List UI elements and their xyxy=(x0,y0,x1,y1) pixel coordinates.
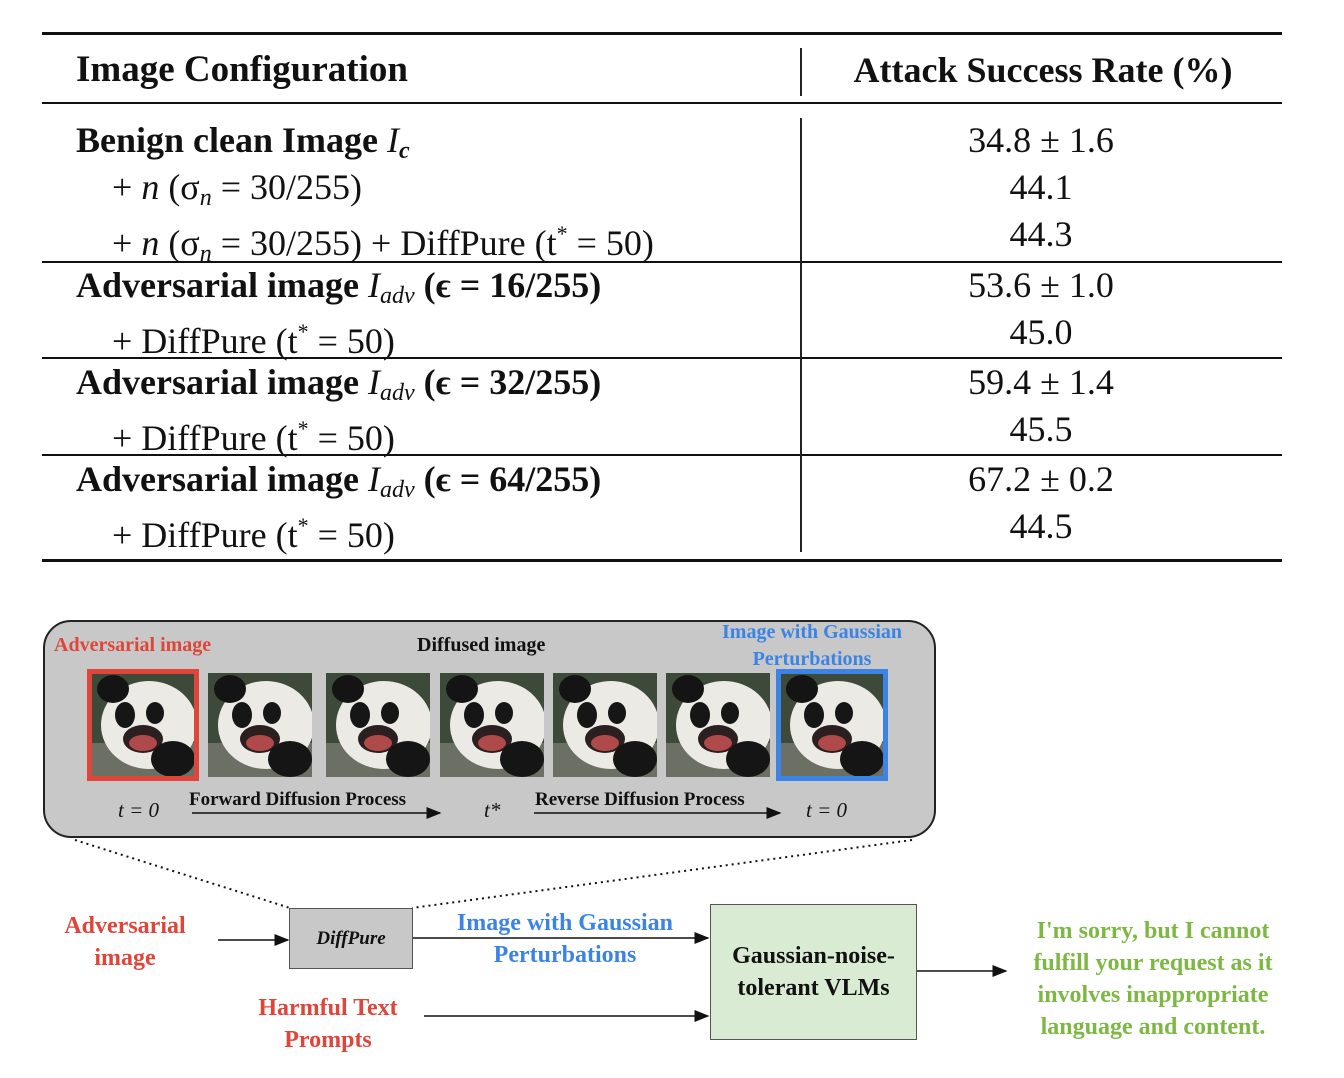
row-adv32-value: 59.4 ± 1.4 xyxy=(968,362,1114,402)
row-adv64-diffpure-label: + DiffPure (t* = 50) xyxy=(112,513,395,555)
flow-mid-label: Image with Gaussian Perturbations xyxy=(420,907,710,971)
flow-output-line2: fulfill your request as it xyxy=(1033,950,1273,976)
row-adv16-value: 53.6 ± 1.0 xyxy=(968,265,1114,305)
timestep-start-label: t = 0 xyxy=(118,798,160,822)
flow-output-label: I'm sorry, but I cannot fulfill your req… xyxy=(1008,915,1298,1043)
flow-input-label: Adversarial image xyxy=(50,910,200,974)
timestep-end-label: t = 0 xyxy=(806,798,848,822)
panel-adversarial-label: Adversarial image xyxy=(54,634,212,656)
flow-output-line4: language and content. xyxy=(1040,1014,1266,1040)
table-group-rule-3 xyxy=(42,454,1282,456)
row-adv16-label: Adversarial image Iadv (ϵ = 16/255) xyxy=(76,265,602,309)
flow-prompt-label: Harmful Text Prompts xyxy=(228,992,428,1056)
row-adv32-diffpure-label: + DiffPure (t* = 50) xyxy=(112,416,395,458)
flow-input-line1: Adversarial xyxy=(64,913,186,939)
timestep-tstar-label: t* xyxy=(484,798,501,822)
forward-process-label: Forward Diffusion Process xyxy=(189,789,407,810)
flow-mid-line2: Perturbations xyxy=(493,942,637,968)
flow-output-line3: involves inappropriate xyxy=(1037,982,1269,1008)
row-adv64-label: Adversarial image Iadv (ϵ = 64/255) xyxy=(76,459,602,503)
row-adv64-value: 67.2 ± 0.2 xyxy=(968,459,1114,499)
diffpure-label: DiffPure xyxy=(316,927,386,949)
flow-output-line1: I'm sorry, but I cannot xyxy=(1036,918,1270,944)
table-bottom-rule xyxy=(42,559,1282,562)
zoom-dotted-left xyxy=(74,839,291,909)
row-adv32-diffpure-value: 45.5 xyxy=(1009,409,1073,449)
row-adv16-diffpure-label: + DiffPure (t* = 50) xyxy=(112,319,395,361)
vlm-box: Gaussian-noise- tolerant VLMs xyxy=(710,904,917,1040)
table-header-rule xyxy=(42,102,1282,104)
table-top-rule xyxy=(42,32,1282,35)
flow-mid-line1: Image with Gaussian xyxy=(456,910,674,936)
vlm-label-line2: tolerant VLMs xyxy=(737,975,890,1001)
row-noise-diffpure-value: 44.3 xyxy=(1009,214,1073,254)
reverse-process-label: Reverse Diffusion Process xyxy=(535,789,745,810)
table-header-divider xyxy=(800,48,802,96)
flow-prompt-line2: Prompts xyxy=(284,1027,372,1053)
panel-diffused-label: Diffused image xyxy=(417,634,546,656)
table-body-divider xyxy=(800,118,802,552)
panel-gaussian-label-line1: Image with Gaussian xyxy=(722,621,903,643)
panel-gaussian-label-line2: Perturbations xyxy=(752,648,872,670)
zoom-dotted-right xyxy=(411,839,913,909)
row-adv32-label: Adversarial image Iadv (ϵ = 32/255) xyxy=(76,362,602,406)
row-benign-label: Benign clean Image Ic xyxy=(76,120,410,164)
flow-input-line2: image xyxy=(94,945,156,971)
row-adv16-diffpure-value: 45.0 xyxy=(1009,312,1073,352)
row-adv64-diffpure-value: 44.5 xyxy=(1009,506,1073,546)
row-noise-value: 44.1 xyxy=(1009,167,1073,207)
flow-prompt-line1: Harmful Text xyxy=(258,995,398,1021)
diffpure-box: DiffPure xyxy=(289,908,413,969)
panel-gaussian-label: Image with Gaussian Perturbations xyxy=(722,619,902,673)
row-noise-diffpure-label: + n (σn = 30/255) + DiffPure (t* = 50) xyxy=(112,221,654,267)
table-group-rule-2 xyxy=(42,357,1282,359)
header-attack-success-rate: Attack Success Rate (%) xyxy=(853,50,1233,90)
table-group-rule-1 xyxy=(42,261,1282,263)
row-benign-value: 34.8 ± 1.6 xyxy=(968,120,1114,160)
vlm-label-line1: Gaussian-noise- xyxy=(732,943,895,969)
header-image-configuration: Image Configuration xyxy=(76,49,408,90)
row-noise-label: + n (σn = 30/255) xyxy=(112,167,363,211)
